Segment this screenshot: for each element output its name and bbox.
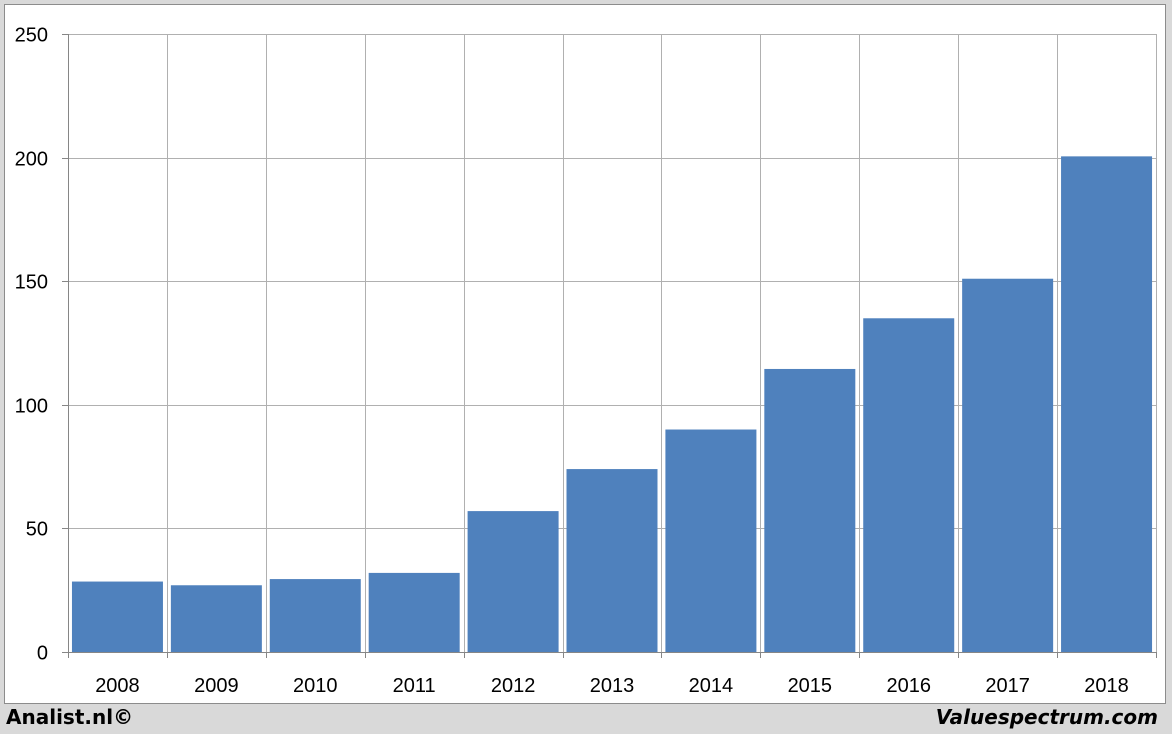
bar-2013	[566, 469, 658, 652]
x-tick-label: 2017	[985, 675, 1030, 697]
x-tick-label: 2012	[491, 675, 536, 697]
x-tick-label: 2010	[293, 675, 338, 697]
x-tick-label: 2018	[1084, 675, 1129, 697]
bar-2015	[764, 368, 856, 652]
bar-2012	[467, 511, 559, 652]
y-tick-label: 150	[15, 272, 48, 294]
valuespectrum-credit: Valuespectrum.com	[935, 705, 1158, 729]
x-axis-tick-labels: 2008 2009 2010 2011 2012 2013 2014 2015 2016 2017…	[95, 675, 1129, 697]
x-tick-label: 2008	[95, 675, 140, 697]
x-tick-label: 2016	[886, 675, 931, 697]
x-tick-label: 2015	[788, 675, 833, 697]
bar-2011	[368, 572, 460, 652]
y-axis-tick-labels: 0 50 100 150 200 250	[15, 25, 48, 665]
bar-layer	[71, 156, 1153, 653]
analist-credit: Analist.nl©	[6, 705, 134, 729]
bar-2009	[170, 585, 262, 652]
bar-2018	[1061, 156, 1153, 653]
y-tick-label: 100	[15, 396, 48, 418]
bar-2014	[665, 429, 757, 652]
x-tick-label: 2013	[590, 675, 635, 697]
x-tick-label: 2014	[689, 675, 734, 697]
bar-2008	[71, 581, 163, 652]
bar-2010	[269, 579, 361, 652]
bar-2017	[962, 278, 1054, 652]
y-tick-label: 0	[37, 643, 48, 665]
y-tick-label: 50	[26, 519, 48, 541]
y-tick-label: 250	[15, 25, 48, 47]
x-tick-label: 2009	[194, 675, 239, 697]
axis-layer	[62, 34, 1157, 658]
bar-2016	[863, 318, 955, 652]
x-tick-label: 2011	[393, 675, 436, 697]
y-tick-label: 200	[15, 149, 48, 171]
